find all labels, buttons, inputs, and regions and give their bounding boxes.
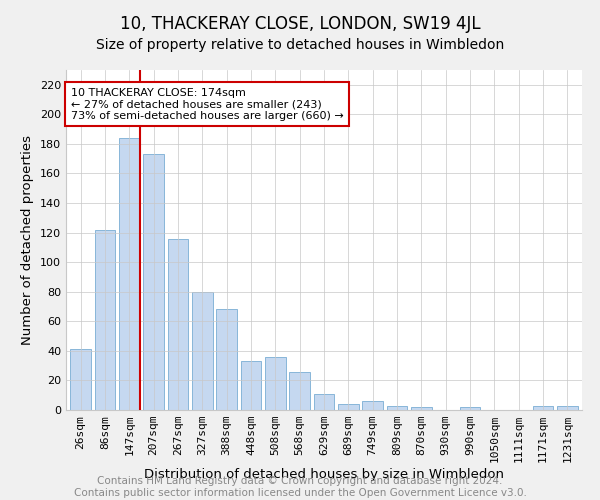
Bar: [216, 310, 237, 410]
Text: Size of property relative to detached houses in Wimbledon: Size of property relative to detached ho…: [96, 38, 504, 52]
Bar: [557, 406, 578, 410]
Bar: [95, 230, 115, 410]
Bar: [460, 407, 481, 410]
X-axis label: Distribution of detached houses by size in Wimbledon: Distribution of detached houses by size …: [144, 468, 504, 480]
Bar: [362, 401, 383, 410]
Bar: [411, 407, 432, 410]
Bar: [119, 138, 140, 410]
Bar: [265, 357, 286, 410]
Text: Contains HM Land Registry data © Crown copyright and database right 2024.
Contai: Contains HM Land Registry data © Crown c…: [74, 476, 526, 498]
Bar: [386, 406, 407, 410]
Text: 10, THACKERAY CLOSE, LONDON, SW19 4JL: 10, THACKERAY CLOSE, LONDON, SW19 4JL: [119, 15, 481, 33]
Bar: [289, 372, 310, 410]
Bar: [70, 350, 91, 410]
Text: 10 THACKERAY CLOSE: 174sqm
← 27% of detached houses are smaller (243)
73% of sem: 10 THACKERAY CLOSE: 174sqm ← 27% of deta…: [71, 88, 344, 121]
Bar: [167, 238, 188, 410]
Y-axis label: Number of detached properties: Number of detached properties: [22, 135, 34, 345]
Bar: [241, 361, 262, 410]
Bar: [192, 292, 212, 410]
Bar: [533, 406, 553, 410]
Bar: [338, 404, 359, 410]
Bar: [143, 154, 164, 410]
Bar: [314, 394, 334, 410]
